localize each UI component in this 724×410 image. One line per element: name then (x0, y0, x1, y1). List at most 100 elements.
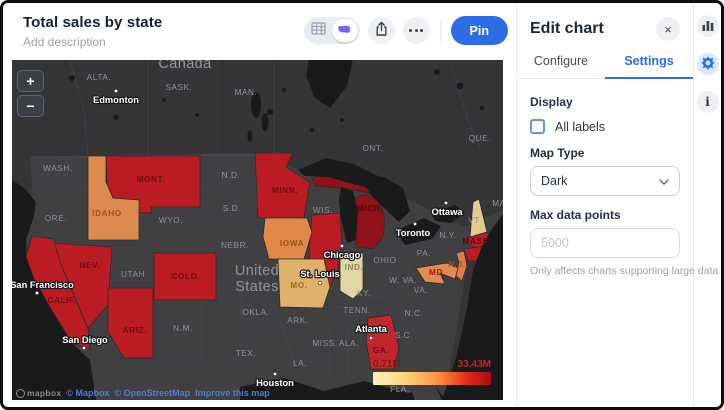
label-minn: MINN. (272, 186, 298, 195)
pin-button[interactable]: Pin (450, 16, 508, 45)
label-okla: OKLA. (242, 308, 269, 317)
view-toggle (303, 17, 360, 44)
label-alta: ALTA. (87, 73, 112, 82)
state-missouri[interactable] (277, 258, 331, 309)
lake-michigan (339, 187, 358, 243)
improve-map-link[interactable]: Improve this map (195, 388, 270, 398)
state-nevada[interactable] (53, 242, 113, 329)
tab-configure[interactable]: Configure (533, 54, 589, 68)
more-button[interactable] (402, 17, 430, 44)
label-la: LA. (293, 359, 307, 368)
label-maine: MA (492, 199, 503, 208)
share-button[interactable] (367, 17, 395, 44)
state-minnesota[interactable] (254, 152, 311, 219)
bar-chart-icon (702, 19, 714, 34)
info-rail-button[interactable]: i (696, 91, 719, 113)
label-sd: S.D. (223, 204, 241, 213)
legend-min-value: 0.71M (373, 359, 401, 370)
label-wyo: WYO. (159, 216, 183, 225)
page-title: Total sales by state (23, 14, 163, 31)
zoom-out-button[interactable]: − (17, 95, 44, 117)
map-type-select[interactable]: Dark (530, 166, 680, 196)
close-button[interactable]: × (656, 17, 680, 41)
label-que: QUE. (469, 134, 491, 143)
label-mont: MONT. (137, 175, 165, 184)
tab-settings[interactable]: Settings (605, 54, 693, 79)
chart-header: Total sales by state Add description (3, 3, 516, 60)
info-icon: i (705, 95, 710, 109)
label-ny: N.Y. (439, 231, 456, 240)
max-data-points-helper: Only affects charts supporting large dat… (530, 265, 719, 277)
state-new-hampshire[interactable] (469, 198, 488, 238)
map-type-label: Map Type (530, 146, 585, 160)
city-san-diego: San Diego (62, 335, 108, 345)
label-nj: N.J. (448, 260, 465, 269)
max-data-points-input[interactable] (530, 228, 680, 258)
label-idaho: IDAHO (92, 209, 121, 218)
map-icon (337, 22, 352, 40)
label-nebr: NEBR. (221, 241, 249, 250)
city-ottawa: Ottawa (432, 207, 464, 217)
state-indiana[interactable] (339, 252, 364, 300)
label-nd: N.D. (222, 171, 241, 180)
city-edmonton: Edmonton (93, 95, 139, 105)
chevron-down-icon (659, 174, 669, 188)
state-georgia[interactable] (365, 314, 400, 370)
legend-max-value: 33.43M (457, 359, 491, 370)
mapbox-logo[interactable]: mapbox (16, 388, 61, 398)
label-wis: WIS. (313, 206, 333, 215)
map-type-value: Dark (541, 174, 568, 188)
label-sc: S.C. (395, 331, 413, 340)
label-calif: CALIF. (47, 296, 76, 305)
label-nc: N.C. (405, 309, 424, 318)
label-miss: MISS. (312, 339, 337, 348)
gear-icon (700, 55, 715, 73)
osm-link[interactable]: © OpenStreetMap (114, 388, 191, 398)
city-atlanta: Atlanta (355, 324, 387, 334)
label-united: United (235, 263, 279, 279)
label-mo: MO. (290, 281, 307, 290)
panel-title: Edit chart (530, 20, 604, 37)
lake-ontario (431, 205, 465, 223)
state-maryland[interactable] (415, 262, 459, 285)
state-arizona[interactable] (107, 287, 154, 359)
map-attribution: mapbox © Mapbox © OpenStreetMap Improve … (16, 388, 270, 398)
close-icon: × (664, 21, 672, 37)
right-icon-rail: i (693, 3, 721, 407)
label-md: MD (429, 268, 443, 277)
chart-area: Total sales by state Add description (3, 3, 516, 407)
map-view-button[interactable] (331, 19, 358, 42)
label-tex: TEX. (236, 349, 257, 358)
zoom-in-button[interactable]: + (17, 70, 44, 92)
choropleth-map[interactable]: Canada United States ALTA. SASK. MAN. ON… (12, 60, 503, 400)
all-labels-label: All labels (555, 119, 606, 134)
label-fla: FLA. (390, 385, 410, 394)
label-pa: PA. (417, 249, 431, 258)
label-ind: IND. (345, 263, 364, 272)
map-zoom-controls: + − (17, 70, 44, 117)
label-ala: ALA. (339, 339, 359, 348)
label-ore: ORE. (45, 214, 67, 223)
state-colorado[interactable] (153, 252, 217, 301)
state-new-jersey[interactable] (453, 250, 468, 282)
chart-titles: Total sales by state Add description (23, 14, 162, 49)
label-ariz: ARIZ. (123, 326, 147, 335)
all-labels-checkbox[interactable] (530, 119, 545, 134)
label-ont: ONT. (362, 144, 383, 153)
label-ohio: OHIO (373, 256, 396, 265)
legend-gradient-bar (373, 372, 491, 385)
mapbox-link[interactable]: © Mapbox (66, 388, 110, 398)
label-colo: COLO. (172, 272, 201, 281)
city-chicago: Chicago (324, 250, 361, 260)
mapbox-logo-icon (16, 388, 25, 398)
label-ark: ARK. (287, 316, 309, 325)
label-mass: MASS. (463, 237, 492, 246)
label-wva: W. VA. (389, 276, 417, 285)
state-idaho[interactable] (87, 155, 140, 241)
table-view-button[interactable] (306, 19, 332, 42)
chart-rail-button[interactable] (696, 15, 719, 37)
settings-rail-button[interactable] (696, 53, 719, 75)
lake-erie (395, 218, 441, 245)
add-description-link[interactable]: Add description (23, 35, 106, 49)
